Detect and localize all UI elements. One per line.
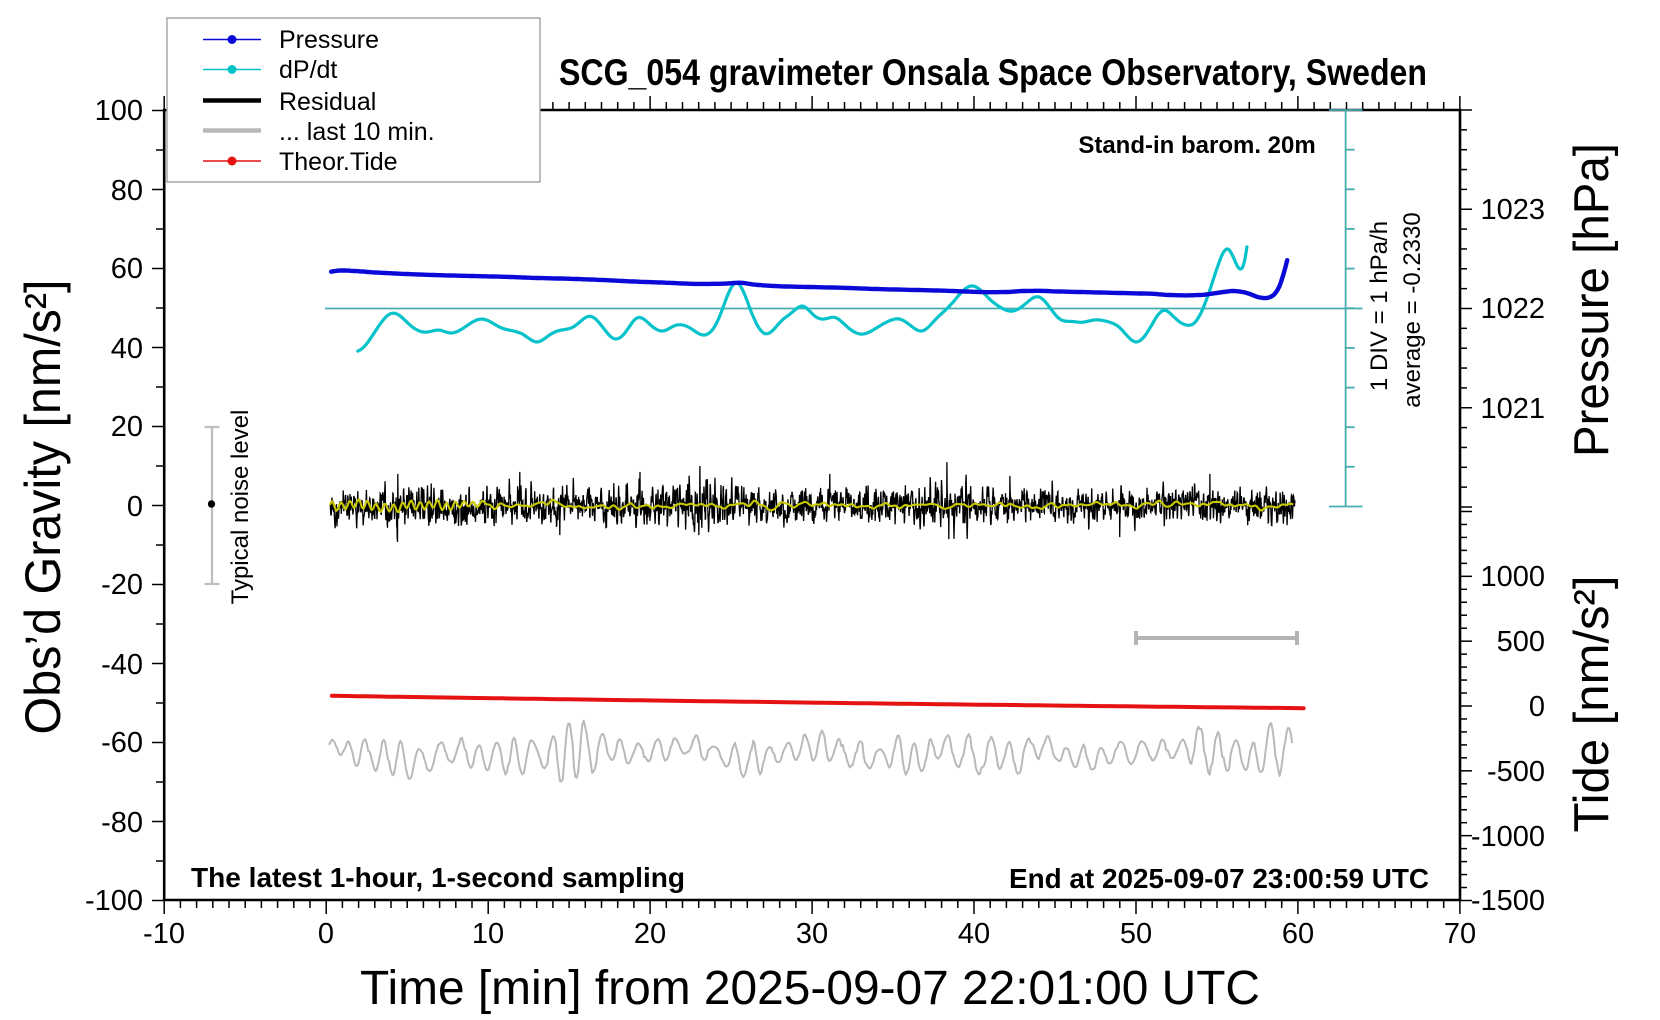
svg-text:-60: -60 xyxy=(101,727,143,759)
svg-text:10: 10 xyxy=(472,918,504,950)
svg-text:End at 2025-09-07 23:00:59 UTC: End at 2025-09-07 23:00:59 UTC xyxy=(1009,863,1429,894)
svg-text:-80: -80 xyxy=(101,807,143,839)
svg-text:100: 100 xyxy=(95,95,143,127)
svg-text:Residual: Residual xyxy=(279,88,376,116)
svg-text:Tide [nm/s²]: Tide [nm/s²] xyxy=(1565,576,1619,833)
svg-text:1021: 1021 xyxy=(1480,393,1545,425)
svg-text:-1500: -1500 xyxy=(1471,885,1545,917)
svg-text:20: 20 xyxy=(634,918,666,950)
svg-text:-10: -10 xyxy=(143,918,185,950)
svg-text:-40: -40 xyxy=(101,649,143,681)
svg-text:60: 60 xyxy=(111,253,143,285)
svg-text:1022: 1022 xyxy=(1480,293,1545,325)
svg-text:Typical noise level: Typical noise level xyxy=(227,410,254,605)
svg-text:0: 0 xyxy=(318,918,334,950)
svg-text:-1000: -1000 xyxy=(1471,821,1545,853)
svg-text:... last 10 min.: ... last 10 min. xyxy=(279,118,435,146)
svg-text:The latest 1-hour, 1-second sa: The latest 1-hour, 1-second sampling xyxy=(191,862,685,893)
svg-text:0: 0 xyxy=(1529,691,1545,723)
svg-text:1 DIV = 1 hPa/h: 1 DIV = 1 hPa/h xyxy=(1366,221,1393,391)
svg-text:30: 30 xyxy=(796,918,828,950)
svg-text:-100: -100 xyxy=(85,885,143,917)
svg-text:average = -0.2330: average = -0.2330 xyxy=(1399,212,1426,407)
svg-text:-500: -500 xyxy=(1487,756,1545,788)
svg-text:500: 500 xyxy=(1497,626,1545,658)
svg-text:20: 20 xyxy=(111,411,143,443)
svg-text:Pressure: Pressure xyxy=(279,26,379,54)
svg-text:1000: 1000 xyxy=(1480,561,1545,593)
svg-text:40: 40 xyxy=(958,918,990,950)
svg-text:Time [min] from 2025-09-07 22:: Time [min] from 2025-09-07 22:01:00 UTC xyxy=(360,962,1260,1015)
svg-text:60: 60 xyxy=(1282,918,1314,950)
svg-text:Theor.Tide: Theor.Tide xyxy=(279,148,398,176)
svg-text:40: 40 xyxy=(111,333,143,365)
svg-text:Stand-in barom. 20m: Stand-in barom. 20m xyxy=(1078,132,1315,159)
svg-text:dP/dt: dP/dt xyxy=(279,56,337,84)
svg-text:80: 80 xyxy=(111,175,143,207)
svg-text:50: 50 xyxy=(1120,918,1152,950)
svg-text:1023: 1023 xyxy=(1480,194,1545,226)
svg-text:0: 0 xyxy=(127,491,143,523)
svg-text:Obs’d Gravity [nm/s²]: Obs’d Gravity [nm/s²] xyxy=(15,280,71,735)
svg-text:70: 70 xyxy=(1444,918,1476,950)
svg-text:-20: -20 xyxy=(101,569,143,601)
svg-text:SCG_054 gravimeter Onsala Spac: SCG_054 gravimeter Onsala Space Observat… xyxy=(559,52,1427,93)
svg-text:Pressure [hPa]: Pressure [hPa] xyxy=(1565,143,1619,457)
